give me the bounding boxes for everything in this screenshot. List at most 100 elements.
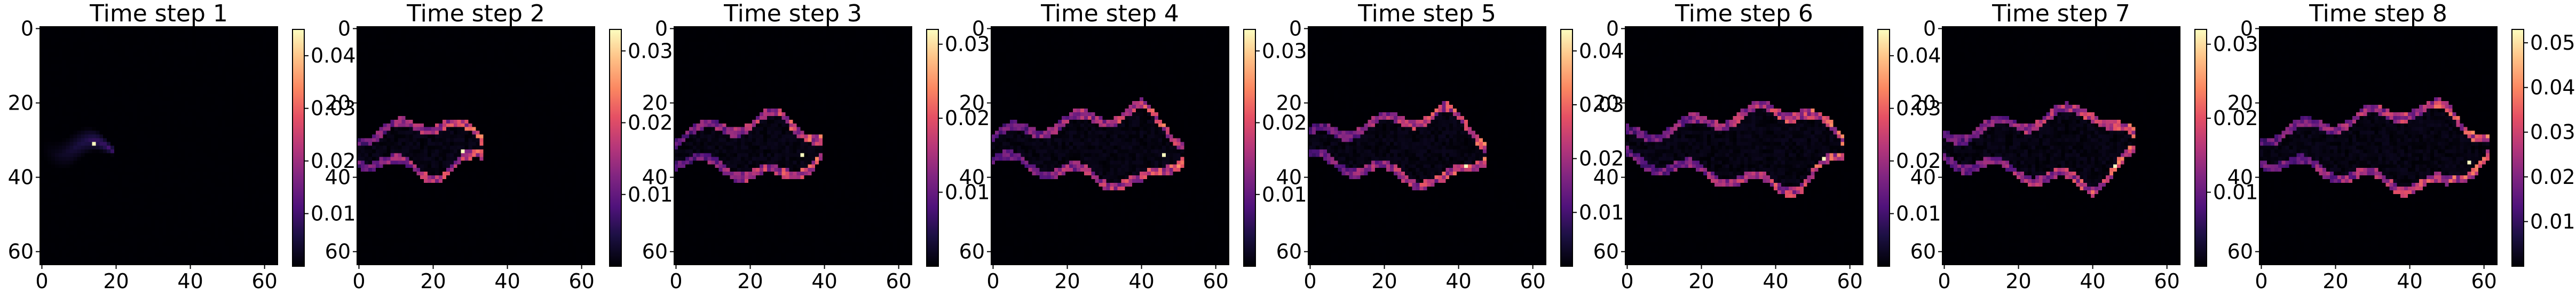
x-tick-label: 0: [669, 269, 682, 293]
x-tick-label: 20: [1371, 269, 1397, 293]
y-tick-label: 40: [1276, 166, 1302, 189]
x-tick-label: 20: [103, 269, 129, 293]
plot-frame: [991, 26, 1229, 265]
panel-6: Time step 60 20 40 6002040600.010.020.030.0…: [1593, 0, 1941, 293]
colorbar-tick-label: 0.03: [2530, 120, 2575, 144]
panel-5: Time step 50 20 40 6002040600.010.020.030.0…: [1276, 0, 1624, 293]
plot-frame: [1308, 26, 1546, 265]
y-tick-label: 40: [1593, 166, 1619, 189]
y-tick-label: 0: [655, 17, 668, 40]
colorbar-tick-label: 0.02: [2530, 165, 2575, 189]
x-tick-label: 60: [1520, 269, 1545, 293]
colorbar-frame: [292, 29, 305, 267]
colorbar-tick-label: 0.03: [1579, 93, 1624, 117]
x-tick-label: 0: [986, 269, 999, 293]
colorbar: [927, 29, 938, 266]
colorbar-tick-label: 0.05: [2530, 31, 2575, 55]
colorbar-tick-label: 0.02: [628, 111, 673, 135]
x-tick-label: 20: [1688, 269, 1714, 293]
y-tick-label: 60: [1910, 240, 1936, 264]
colorbar-tick-label: 0.03: [628, 39, 673, 63]
y-tick-label: 60: [325, 240, 351, 264]
y-tick-label: 20: [2227, 91, 2253, 115]
x-tick-label: 0: [352, 269, 365, 293]
colorbar-tick-label: 0.03: [945, 33, 990, 56]
colorbar: [2195, 29, 2207, 266]
y-tick-label: 60: [1593, 240, 1619, 264]
x-tick-label: 40: [1128, 269, 1154, 293]
colorbar: [1878, 29, 1890, 266]
colorbar-frame: [926, 29, 939, 267]
colorbar-frame: [1877, 29, 1890, 267]
y-tick-label: 60: [959, 240, 985, 264]
colorbar-frame: [609, 29, 622, 267]
x-tick-label: 20: [2322, 269, 2348, 293]
y-tick-label: 40: [642, 166, 668, 189]
x-tick-label: 0: [1303, 269, 1316, 293]
colorbar: [2512, 29, 2524, 266]
plot-frame: [1625, 26, 1863, 265]
colorbar-tick-label: 0.03: [1262, 39, 1307, 63]
y-tick-label: 0: [972, 17, 985, 40]
heatmap-image: [674, 27, 912, 265]
x-tick-label: 40: [1763, 269, 1788, 293]
colorbar-tick-label: 0.04: [1896, 44, 1941, 67]
colorbar-tick-label: 0.03: [311, 97, 356, 120]
y-tick-label: 20: [8, 91, 34, 115]
y-tick-label: 40: [8, 166, 34, 189]
panel-1: Time step 10 20 40 6002040600.010.020.030.0…: [8, 0, 356, 293]
colorbar: [293, 29, 304, 266]
colorbar-frame: [1560, 29, 1573, 267]
x-tick-label: 40: [811, 269, 837, 293]
panel-title: Time step 5: [1357, 0, 1496, 27]
y-tick-label: 20: [642, 91, 668, 115]
x-tick-label: 60: [886, 269, 911, 293]
panel-title: Time step 8: [2309, 0, 2447, 27]
y-tick-label: 60: [2227, 240, 2253, 264]
x-tick-label: 0: [2255, 269, 2267, 293]
colorbar-tick-label: 0.03: [2213, 33, 2258, 56]
plot-frame: [2259, 26, 2498, 265]
colorbar: [1561, 29, 1573, 266]
x-tick-label: 20: [420, 269, 446, 293]
y-tick-label: 40: [1910, 166, 1936, 189]
colorbar: [1244, 29, 1255, 266]
colorbar-tick-label: 0.01: [628, 183, 673, 206]
panel-title: Time step 4: [1040, 0, 1179, 27]
x-tick-label: 0: [1938, 269, 1950, 293]
heatmap-image: [1308, 27, 1546, 265]
y-tick-label: 20: [1910, 91, 1936, 115]
colorbar-tick-label: 0.01: [1896, 202, 1941, 226]
x-tick-label: 60: [2154, 269, 2179, 293]
colorbar-tick-label: 0.02: [311, 149, 356, 173]
y-tick-label: 20: [1276, 91, 1302, 115]
colorbar-tick-label: 0.02: [2213, 106, 2258, 130]
colorbar-tick-label: 0.01: [1579, 200, 1624, 224]
colorbar-tick-label: 0.02: [945, 106, 990, 130]
x-tick-label: 0: [35, 269, 48, 293]
x-tick-label: 40: [2080, 269, 2105, 293]
colorbar-tick-label: 0.01: [2213, 181, 2258, 204]
y-tick-label: 0: [1606, 17, 1619, 40]
y-tick-label: 60: [8, 240, 34, 264]
x-tick-label: 20: [737, 269, 763, 293]
y-tick-label: 0: [2240, 17, 2253, 40]
heatmap-image: [2259, 27, 2497, 265]
y-tick-label: 20: [1593, 91, 1619, 115]
panel-8: Time step 80 20 40 6002040600.010.020.030.0…: [2227, 0, 2575, 293]
y-tick-label: 40: [325, 166, 351, 189]
y-tick-label: 20: [325, 91, 351, 115]
x-tick-label: 60: [251, 269, 277, 293]
y-tick-label: 0: [1289, 17, 1302, 40]
colorbar-frame: [2194, 29, 2207, 267]
colorbar-tick-label: 0.04: [2530, 76, 2575, 99]
x-tick-label: 60: [2471, 269, 2496, 293]
heatmap-image: [991, 27, 1229, 265]
heatmap-image: [1942, 27, 2180, 265]
y-tick-label: 0: [21, 17, 34, 40]
panel-title: Time step 2: [406, 0, 545, 27]
